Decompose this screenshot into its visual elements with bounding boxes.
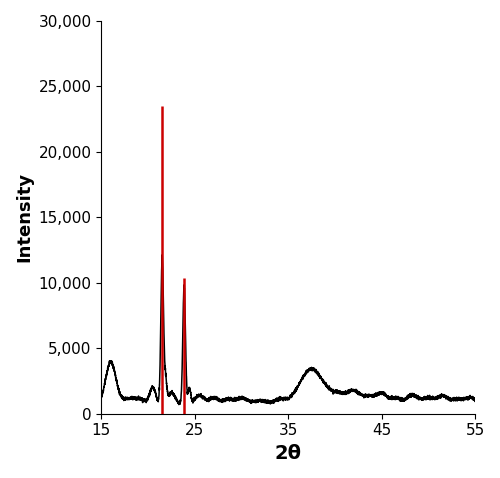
X-axis label: 2θ: 2θ bbox=[275, 444, 302, 463]
Y-axis label: Intensity: Intensity bbox=[15, 172, 33, 262]
